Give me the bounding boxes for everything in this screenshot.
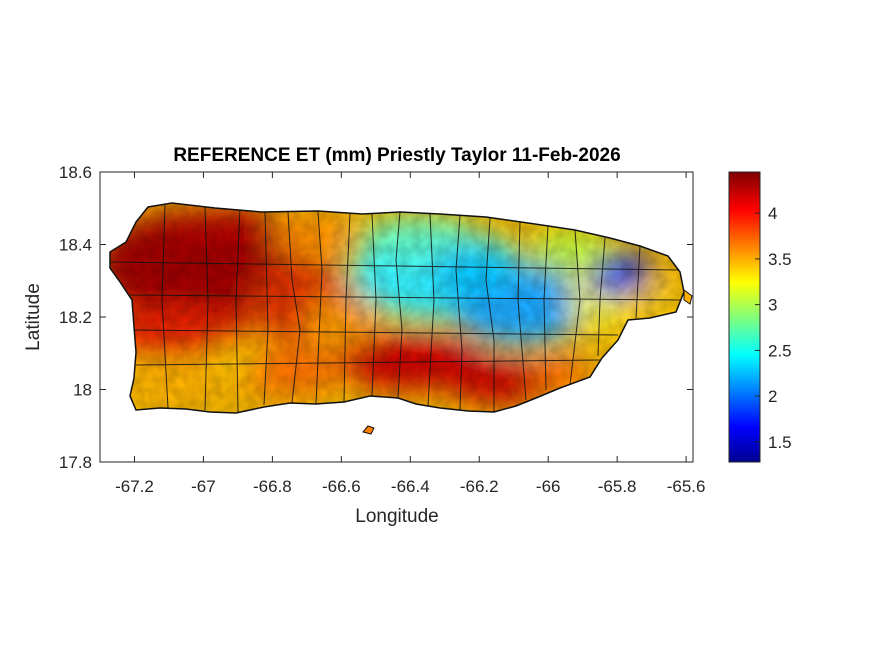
colorbar-ticks: 1.5 2 2.5 3 3.5 4 xyxy=(755,204,792,452)
colorbar-tick-label: 3.5 xyxy=(768,250,792,269)
chart-title: REFERENCE ET (mm) Priestly Taylor 11-Feb… xyxy=(173,145,620,166)
colorbar-tick-label: 4 xyxy=(768,204,777,223)
island-outline xyxy=(109,202,685,414)
x-tick-label: -67.2 xyxy=(115,477,154,496)
colorbar-tick-label: 2.5 xyxy=(768,341,792,360)
colorbar-tick-label: 1.5 xyxy=(768,433,792,452)
x-tick-label: -66.6 xyxy=(322,477,361,496)
x-tick-label: -67 xyxy=(191,477,216,496)
x-tick-label: -66.8 xyxy=(253,477,292,496)
islet-east xyxy=(683,289,693,305)
colorbar-tick-label: 3 xyxy=(768,296,777,315)
y-tick-label: 18.2 xyxy=(59,308,92,327)
y-tick-label: 17.8 xyxy=(59,453,92,472)
x-tick-label: -66.2 xyxy=(460,477,499,496)
x-tick-label: -65.8 xyxy=(598,477,637,496)
islet-caja-de-muerto xyxy=(362,425,375,435)
x-tick-label: -66.4 xyxy=(391,477,430,496)
y-axis-label: Latitude xyxy=(23,283,44,351)
y-axis: 17.8 18 18.2 18.4 18.6 xyxy=(59,163,693,472)
y-tick-label: 18.4 xyxy=(59,236,92,255)
x-tick-label: -66 xyxy=(536,477,561,496)
x-axis: -67.2 -67 -66.8 -66.6 -66.4 -66.2 -66 -65.8 -65.… xyxy=(115,172,705,496)
colorbar-tick-label: 2 xyxy=(768,387,777,406)
x-axis-label: Longitude xyxy=(355,506,438,527)
y-tick-label: 18.6 xyxy=(59,163,92,182)
y-tick-label: 18 xyxy=(73,381,92,400)
colorbar xyxy=(728,171,761,463)
x-tick-label: -65.6 xyxy=(667,477,706,496)
